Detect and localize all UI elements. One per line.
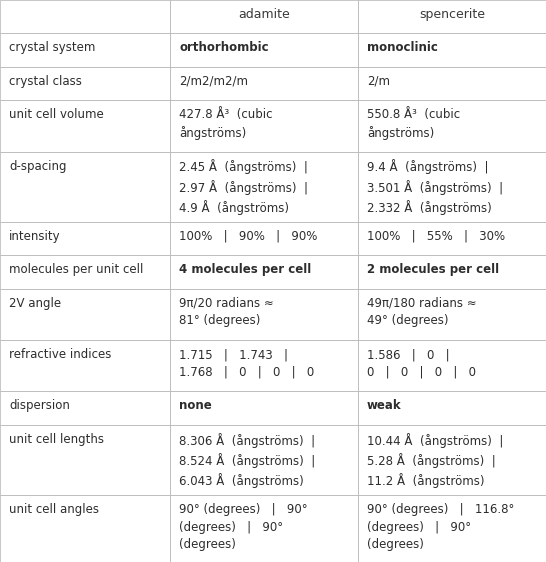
Text: intensity: intensity [9,230,61,243]
Text: unit cell lengths: unit cell lengths [9,433,104,446]
Text: molecules per unit cell: molecules per unit cell [9,264,144,277]
Text: 550.8 Å³  (cubic
ångströms): 550.8 Å³ (cubic ångströms) [367,108,460,140]
Bar [170,0,358,34]
Text: 1.586   |   0   |
0   |   0   |   0   |   0: 1.586 | 0 | 0 | 0 | 0 | 0 [367,348,476,379]
Bar [0,152,170,222]
Bar [0,424,170,495]
Bar [0,67,170,101]
Text: 2/m2/m2/m: 2/m2/m2/m [179,75,248,88]
Text: 4 molecules per cell: 4 molecules per cell [179,264,311,277]
Text: crystal system: crystal system [9,42,96,55]
Bar [170,67,358,101]
Text: refractive indices: refractive indices [9,348,111,361]
Text: 427.8 Å³  (cubic
ångströms): 427.8 Å³ (cubic ångströms) [179,108,272,140]
Bar [358,424,546,495]
Bar [170,289,358,340]
Text: 100%   |   55%   |   30%: 100% | 55% | 30% [367,230,505,243]
Text: unit cell volume: unit cell volume [9,108,104,121]
Bar [358,289,546,340]
Bar [170,34,358,67]
Text: 9π/20 radians ≈
81° (degrees): 9π/20 radians ≈ 81° (degrees) [179,297,274,328]
Text: weak: weak [367,399,402,412]
Bar [0,495,170,562]
Bar [358,152,546,222]
Text: 2/m: 2/m [367,75,390,88]
Text: 10.44 Å  (ångströms)  |
5.28 Å  (ångströms)  |
11.2 Å  (ångströms): 10.44 Å (ångströms) | 5.28 Å (ångströms)… [367,433,503,488]
Bar [170,495,358,562]
Bar [0,34,170,67]
Text: none: none [179,399,212,412]
Bar [358,391,546,424]
Bar [170,222,358,256]
Text: 2 molecules per cell: 2 molecules per cell [367,264,499,277]
Text: monoclinic: monoclinic [367,42,438,55]
Text: 90° (degrees)   |   116.8°
(degrees)   |   90°
(degrees): 90° (degrees) | 116.8° (degrees) | 90° (… [367,503,514,551]
Text: 1.715   |   1.743   |
1.768   |   0   |   0   |   0: 1.715 | 1.743 | 1.768 | 0 | 0 | 0 [179,348,314,379]
Bar [0,222,170,256]
Bar [358,34,546,67]
Bar [0,340,170,391]
Bar [0,256,170,289]
Bar [358,67,546,101]
Text: 100%   |   90%   |   90%: 100% | 90% | 90% [179,230,317,243]
Text: 2V angle: 2V angle [9,297,61,310]
Bar [358,101,546,152]
Bar [170,152,358,222]
Bar [0,391,170,424]
Bar [170,256,358,289]
Bar [170,101,358,152]
Bar [170,340,358,391]
Bar [358,222,546,256]
Text: dispersion: dispersion [9,399,70,412]
Bar [0,289,170,340]
Text: crystal class: crystal class [9,75,82,88]
Text: 8.306 Å  (ångströms)  |
8.524 Å  (ångströms)  |
6.043 Å  (ångströms): 8.306 Å (ångströms) | 8.524 Å (ångströms… [179,433,315,488]
Text: spencerite: spencerite [419,8,485,21]
Text: orthorhombic: orthorhombic [179,42,269,55]
Text: 2.45 Å  (ångströms)  |
2.97 Å  (ångströms)  |
4.9 Å  (ångströms): 2.45 Å (ångströms) | 2.97 Å (ångströms) … [179,160,308,215]
Bar [358,256,546,289]
Bar [358,495,546,562]
Text: 90° (degrees)   |   90°
(degrees)   |   90°
(degrees): 90° (degrees) | 90° (degrees) | 90° (deg… [179,503,307,551]
Bar [170,424,358,495]
Bar [358,340,546,391]
Text: adamite: adamite [238,8,290,21]
Text: 49π/180 radians ≈
49° (degrees): 49π/180 radians ≈ 49° (degrees) [367,297,477,328]
Bar [358,0,546,34]
Bar [0,101,170,152]
Text: unit cell angles: unit cell angles [9,503,99,516]
Text: d-spacing: d-spacing [9,160,67,173]
Text: 9.4 Å  (ångströms)  |
3.501 Å  (ångströms)  |
2.332 Å  (ångströms): 9.4 Å (ångströms) | 3.501 Å (ångströms) … [367,160,503,215]
Bar [0,0,170,34]
Bar [170,391,358,424]
